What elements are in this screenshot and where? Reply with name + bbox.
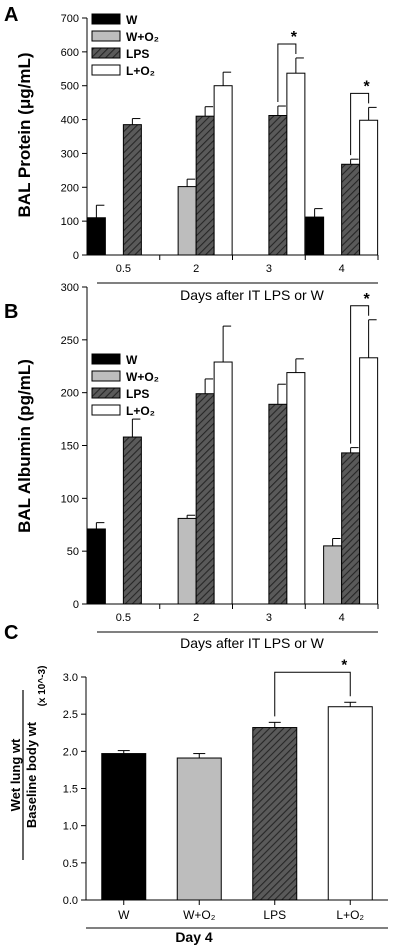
panel-c-y-tick-label: 2.5 xyxy=(63,709,78,721)
panel-a-bar-w-0-5 xyxy=(86,217,106,256)
panel-c-y-tick-label: 3.0 xyxy=(63,672,78,684)
panel-b-bar-w-o2-4 xyxy=(323,545,343,605)
panel-b-bar-w-o2-2 xyxy=(177,517,197,605)
panel-b-legend-swatch-lps xyxy=(91,387,121,399)
panel-a-legend-label-lps: LPS xyxy=(126,47,149,61)
panel-b-bal-albumin-chart: BAL Albumin (pg/mL) Days after IT LPS or… xyxy=(15,282,379,651)
panel-a-y-tick-label: 100 xyxy=(61,216,79,228)
panel-b-y-tick-label: 200 xyxy=(61,388,79,400)
panel-a-bar-lps-2 xyxy=(195,115,215,256)
panel-b-x-tick-label: 3 xyxy=(266,612,272,624)
panel-b-y-tick-label: 300 xyxy=(61,282,79,294)
panel-c-x-axis-label: Day 4 xyxy=(175,929,213,945)
panel-a-x-axis-label: Days after IT LPS or W xyxy=(180,287,324,303)
panel-c-x-tick-label: W+O₂ xyxy=(183,908,216,922)
panel-a-legend-swatch-w-o2 xyxy=(91,30,121,42)
panel-a-legend-swatch-l-o2 xyxy=(91,64,121,76)
panel-b-legend-label-l-o2: L+O₂ xyxy=(126,404,155,418)
panel-a-legend-swatch-lps xyxy=(91,47,121,59)
panel-c-y-axis-numerator: Wet lung wt xyxy=(8,738,23,811)
panel-a-y-tick-label: 700 xyxy=(61,13,79,25)
panel-a-legend-label-l-o2: L+O₂ xyxy=(126,64,155,78)
panel-c-y-tick-label: 0.0 xyxy=(63,895,78,907)
panel-b-x-tick-label: 2 xyxy=(193,612,199,624)
panel-a-y-tick-label: 600 xyxy=(61,47,79,59)
panel-a-bar-lps-4 xyxy=(341,163,361,256)
panel-b-y-tick-label: 150 xyxy=(61,441,79,453)
panel-b-legend-label-w-o2: W+O₂ xyxy=(126,370,159,384)
panel-a-x-tick-label: 0.5 xyxy=(116,263,131,275)
panel-b-bar-lps-2 xyxy=(195,393,215,605)
panel-b-y-tick-label: 50 xyxy=(67,546,79,558)
panel-a-bar-w-4 xyxy=(305,216,325,256)
panel-b-bar-l-o2-3 xyxy=(286,372,306,605)
panel-letter-c: C xyxy=(4,622,18,644)
panel-b-x-tick-label: 0.5 xyxy=(116,612,131,624)
panel-b-significance-star: * xyxy=(364,291,371,308)
panel-c-lung-weight-chart: Wet lung wt Baseline body wt (x 10^-3) D… xyxy=(8,656,388,945)
panel-c-x-tick-label: LPS xyxy=(263,908,286,922)
panel-a-bar-l-o2-2 xyxy=(213,85,233,256)
panel-letter-a: A xyxy=(4,4,18,26)
panel-b-y-tick-label: 0 xyxy=(73,599,79,611)
panel-a-legend-label-w-o2: W+O₂ xyxy=(126,30,159,44)
panel-a-significance-star: * xyxy=(364,78,371,95)
panel-b-bar-l-o2-4 xyxy=(359,357,379,605)
panel-a-legend-swatch-w xyxy=(91,13,121,25)
panel-b-bar-l-o2-2 xyxy=(213,361,233,605)
panel-c-bar-l-o2 xyxy=(327,706,373,901)
panel-a-y-tick-label: 500 xyxy=(61,81,79,93)
panel-b-legend-swatch-w-o2 xyxy=(91,370,121,382)
panel-a-y-tick-label: 400 xyxy=(61,115,79,127)
panel-a-significance-star: * xyxy=(291,29,298,46)
panel-b-y-tick-label: 250 xyxy=(61,335,79,347)
panel-a-y-tick-label: 300 xyxy=(61,148,79,160)
panel-b-legend-swatch-l-o2 xyxy=(91,404,121,416)
panel-a-legend-label-w: W xyxy=(126,13,138,27)
panel-b-legend-swatch-w xyxy=(91,353,121,365)
panel-c-y-tick-label: 2.0 xyxy=(63,746,78,758)
panel-a-bar-w-o2-2 xyxy=(177,186,197,256)
panel-a-x-tick-label: 4 xyxy=(339,263,345,275)
panel-c-x-tick-label: W xyxy=(118,908,130,922)
panel-c-y-tick-label: 0.5 xyxy=(63,858,78,870)
panel-a-x-tick-label: 3 xyxy=(266,263,272,275)
panel-a-bar-lps-3 xyxy=(268,115,288,256)
panel-b-y-tick-label: 100 xyxy=(61,493,79,505)
panel-b-bar-lps-3 xyxy=(268,403,288,605)
panel-c-y-axis-scale: (x 10^-3) xyxy=(37,666,48,707)
panel-b-bar-w-0-5 xyxy=(86,528,106,605)
panel-c-bar-lps xyxy=(252,727,298,901)
panel-a-bal-protein-chart: BAL Protein (μg/mL) Days after IT LPS or… xyxy=(15,13,379,303)
panel-a-y-axis-label: BAL Protein (μg/mL) xyxy=(15,53,34,218)
panel-b-y-axis-label: BAL Albumin (pg/mL) xyxy=(15,359,34,533)
panel-b-legend-label-lps: LPS xyxy=(126,387,149,401)
panel-c-y-axis-denominator: Baseline body wt xyxy=(24,721,39,828)
panel-a-significance-bracket xyxy=(350,92,370,156)
panel-c-y-tick-label: 1.5 xyxy=(63,784,78,796)
panel-c-bar-w xyxy=(101,753,147,901)
panel-a-y-tick-label: 200 xyxy=(61,182,79,194)
panel-a-bar-l-o2-4 xyxy=(359,119,379,256)
panel-c-bar-w-o2 xyxy=(176,757,222,901)
panel-c-significance-star: * xyxy=(341,656,347,673)
panel-b-significance-bracket xyxy=(350,305,370,444)
panel-a-significance-bracket xyxy=(277,43,297,103)
panel-b-bar-lps-0-5 xyxy=(122,436,142,605)
panel-b-x-axis-label: Days after IT LPS or W xyxy=(180,635,324,651)
panel-c-significance-bracket xyxy=(274,671,351,717)
panel-c-x-tick-label: L+O₂ xyxy=(336,908,364,922)
panel-a-x-tick-label: 2 xyxy=(193,263,199,275)
panel-b-x-tick-label: 4 xyxy=(339,612,345,624)
panel-b-bar-lps-4 xyxy=(341,452,361,605)
panel-letter-b: B xyxy=(4,301,18,323)
panel-a-y-tick-label: 0 xyxy=(73,250,79,262)
panel-c-y-tick-label: 1.0 xyxy=(63,821,78,833)
panel-b-legend-label-w: W xyxy=(126,353,138,367)
panel-a-bar-l-o2-3 xyxy=(286,72,306,256)
panel-a-bar-lps-0-5 xyxy=(122,124,142,256)
